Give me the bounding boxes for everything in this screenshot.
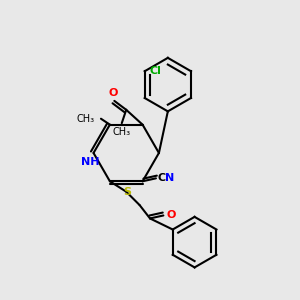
Text: O: O [108, 88, 118, 98]
Text: CH₃: CH₃ [77, 114, 95, 124]
Text: CH₃: CH₃ [113, 127, 131, 137]
Text: S: S [124, 187, 132, 197]
Text: C: C [158, 173, 166, 183]
Text: N: N [165, 173, 175, 183]
Text: O: O [167, 211, 176, 220]
Text: Cl: Cl [149, 66, 161, 76]
Text: NH: NH [81, 158, 100, 167]
